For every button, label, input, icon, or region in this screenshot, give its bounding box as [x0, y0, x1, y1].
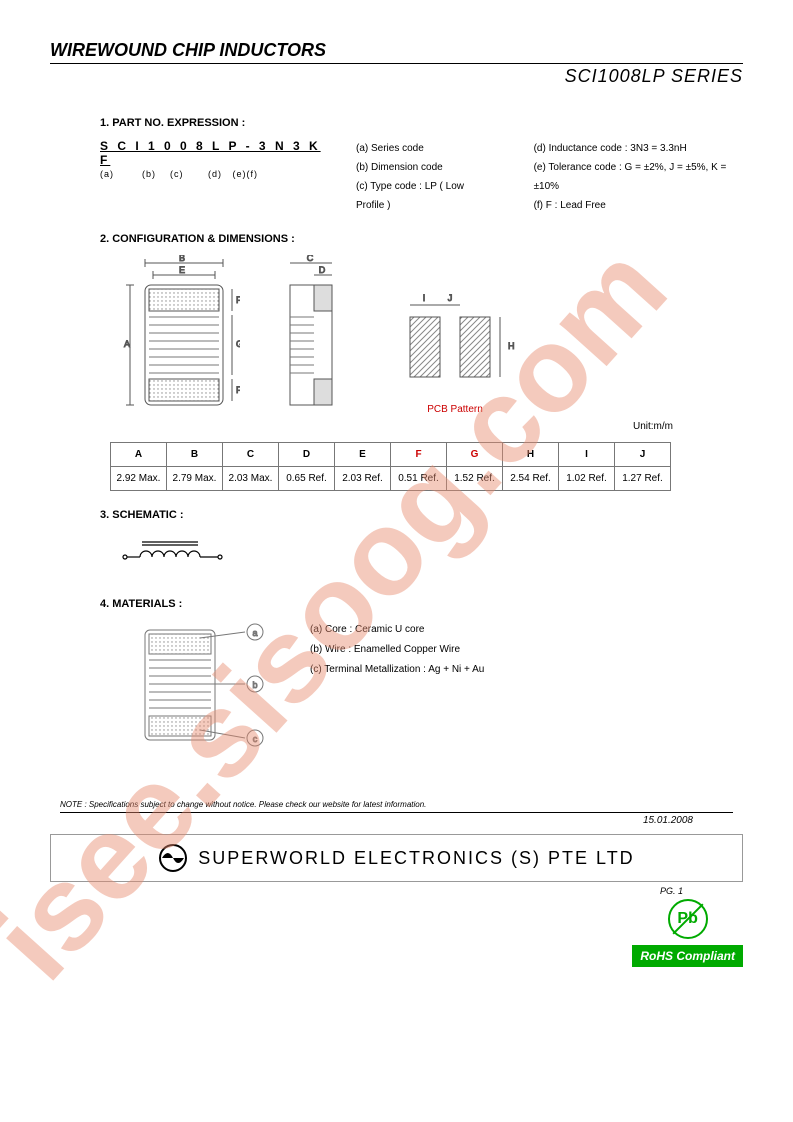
unit-label: Unit:m/m — [50, 421, 673, 432]
dim-col-A: A — [111, 443, 167, 467]
pcb-pattern: I J H — [390, 287, 520, 397]
page-title: WIREWOUND CHIP INDUCTORS — [50, 40, 743, 64]
footer-page: PG. 1 — [50, 886, 683, 896]
footer-company: SUPERWORLD ELECTRONICS (S) PTE LTD — [198, 848, 634, 869]
footer-note: NOTE : Specifications subject to change … — [60, 800, 733, 813]
svg-text:D: D — [319, 265, 326, 275]
legend-c: (c) Type code : LP ( Low Profile ) — [356, 177, 494, 215]
materials-diagram: a b c — [130, 620, 280, 760]
part-number-labels: (a) (b) (c) (d) (e)(f) — [100, 169, 326, 179]
dim-col-D: D — [279, 443, 335, 467]
dim-col-G: G — [447, 443, 503, 467]
dim-val-I: 1.02 Ref. — [559, 467, 615, 491]
svg-text:C: C — [307, 255, 314, 263]
svg-text:I: I — [423, 293, 426, 303]
dim-col-E: E — [335, 443, 391, 467]
section3-heading: 3. SCHEMATIC : — [100, 509, 743, 521]
dim-val-B: 2.79 Max. — [167, 467, 223, 491]
compliance-badges: Pb RoHS Compliant — [632, 899, 743, 967]
footer-date: 15.01.2008 — [50, 815, 693, 826]
dim-val-J: 1.27 Ref. — [615, 467, 671, 491]
rohs-badge: RoHS Compliant — [632, 945, 743, 967]
section4-heading: 4. MATERIALS : — [100, 598, 743, 610]
company-logo-icon — [158, 843, 188, 873]
dimensions-table: ABCDEFGHIJ 2.92 Max.2.79 Max.2.03 Max.0.… — [110, 442, 671, 491]
pb-free-badge: Pb — [668, 899, 708, 939]
svg-text:H: H — [508, 341, 515, 351]
component-side-view: C D — [280, 255, 350, 415]
material-b: (b) Wire : Enamelled Copper Wire — [310, 640, 484, 660]
svg-text:b: b — [252, 680, 257, 690]
dim-val-A: 2.92 Max. — [111, 467, 167, 491]
svg-text:a: a — [252, 628, 257, 638]
part-number-code: S C I 1 0 0 8 L P - 3 N 3 K F — [100, 139, 326, 167]
component-top-view: B E A F G F — [120, 255, 240, 415]
dim-col-J: J — [615, 443, 671, 467]
svg-text:F: F — [236, 385, 240, 395]
svg-text:c: c — [253, 734, 258, 744]
dim-col-F: F — [391, 443, 447, 467]
svg-text:J: J — [448, 293, 453, 303]
svg-text:A: A — [124, 339, 130, 349]
dim-col-B: B — [167, 443, 223, 467]
svg-text:B: B — [179, 255, 185, 263]
legend-b: (b) Dimension code — [356, 158, 494, 177]
material-c: (c) Terminal Metallization : Ag + Ni + A… — [310, 660, 484, 680]
svg-text:E: E — [179, 265, 185, 275]
svg-text:F: F — [236, 295, 240, 305]
legend-f: (f) F : Lead Free — [534, 196, 743, 215]
legend-a: (a) Series code — [356, 139, 494, 158]
legend-d: (d) Inductance code : 3N3 = 3.3nH — [534, 139, 743, 158]
series-title: SCI1008LP SERIES — [50, 66, 743, 87]
dim-val-E: 2.03 Ref. — [335, 467, 391, 491]
pcb-pattern-label: PCB Pattern — [390, 404, 520, 415]
dim-val-C: 2.03 Max. — [223, 467, 279, 491]
dim-col-I: I — [559, 443, 615, 467]
dim-col-H: H — [503, 443, 559, 467]
dim-val-F: 0.51 Ref. — [391, 467, 447, 491]
legend-e: (e) Tolerance code : G = ±2%, J = ±5%, K… — [534, 158, 743, 196]
dim-val-G: 1.52 Ref. — [447, 467, 503, 491]
schematic-symbol — [120, 537, 230, 577]
svg-text:G: G — [236, 339, 240, 349]
dim-val-H: 2.54 Ref. — [503, 467, 559, 491]
section1-heading: 1. PART NO. EXPRESSION : — [100, 117, 743, 129]
section2-heading: 2. CONFIGURATION & DIMENSIONS : — [100, 233, 743, 245]
dim-val-D: 0.65 Ref. — [279, 467, 335, 491]
material-a: (a) Core : Ceramic U core — [310, 620, 484, 640]
dim-col-C: C — [223, 443, 279, 467]
